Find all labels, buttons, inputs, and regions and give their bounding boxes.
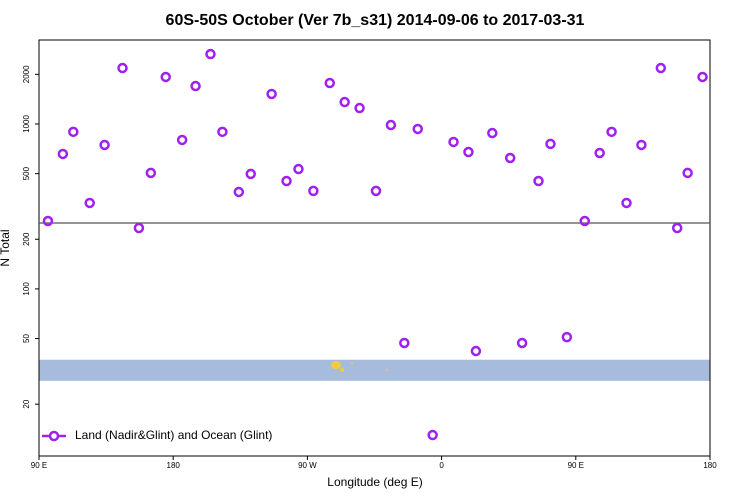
point [57, 148, 69, 160]
y-tick-label: 20 [22, 399, 31, 408]
x-tick-label: 180 [703, 461, 717, 470]
x-tick-label: 90 E [31, 461, 47, 470]
point [308, 185, 319, 197]
point [504, 152, 516, 164]
point [561, 331, 573, 343]
x-tick-label: 90 E [568, 461, 584, 470]
point [463, 146, 474, 158]
legend-label: Land (Nadir&Glint) and Ocean (Glint) [75, 428, 272, 442]
point [176, 134, 188, 146]
point [385, 119, 397, 131]
point [293, 163, 304, 175]
land-band [39, 359, 710, 381]
y-tick-label: 1000 [22, 115, 31, 133]
point [324, 77, 336, 89]
point [533, 175, 544, 187]
point [655, 62, 667, 74]
point [487, 127, 498, 139]
point [579, 215, 590, 227]
y-tick-label: 100 [22, 282, 31, 296]
point [233, 186, 245, 198]
plot-frame [38, 39, 711, 457]
point [636, 139, 647, 151]
x-tick-label: 90 W [298, 461, 317, 470]
point [339, 96, 350, 108]
point [205, 48, 216, 60]
point [190, 80, 201, 92]
point [399, 337, 410, 349]
point [281, 175, 292, 187]
point [217, 126, 228, 138]
y-tick-label: 2000 [22, 65, 31, 83]
y-tick-label: 50 [22, 334, 31, 343]
point [448, 136, 459, 148]
point [84, 197, 95, 209]
point [516, 337, 528, 349]
point [370, 185, 382, 197]
x-tick-label: 180 [167, 461, 181, 470]
point [42, 215, 54, 227]
point [427, 429, 438, 441]
chart-title: 60S-50S October (Ver 7b_s31) 2014-09-06 … [166, 12, 585, 29]
point [545, 138, 556, 150]
point [160, 71, 171, 83]
point [606, 126, 617, 138]
point [117, 62, 128, 74]
legend-swatch-marker [48, 430, 60, 442]
point [621, 197, 632, 209]
x-axis-label: Longitude (deg E) [327, 475, 422, 489]
point [682, 167, 693, 179]
point [68, 126, 79, 138]
point [671, 222, 683, 234]
land-dots [331, 361, 388, 372]
point [266, 88, 277, 100]
point [697, 71, 708, 83]
point [412, 123, 423, 135]
point [133, 222, 145, 234]
point [594, 147, 605, 159]
point [245, 168, 256, 180]
y-axis-label: N Total [0, 229, 12, 266]
y-tick-label: 200 [22, 232, 31, 246]
x-tick-label: 0 [439, 461, 444, 470]
point [470, 345, 482, 357]
y-tick-label: 500 [22, 166, 31, 180]
point [354, 102, 365, 114]
point [145, 167, 157, 179]
point [99, 139, 110, 151]
